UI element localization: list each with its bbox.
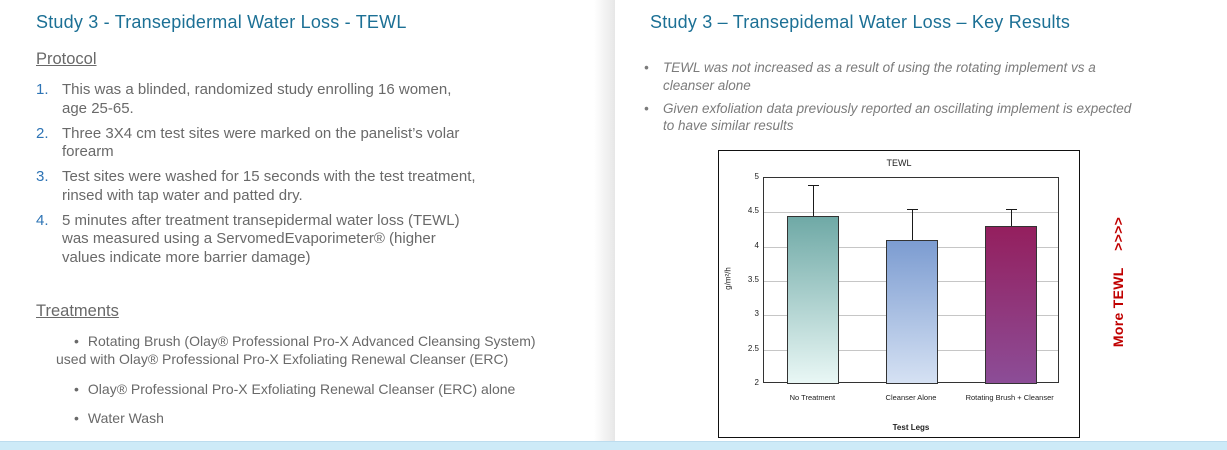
protocol-item-text: Three 3X4 cm test sites were marked on t…	[62, 124, 460, 161]
chart-plot-area	[763, 177, 1059, 384]
key-result-item: • TEWL was not increased as a result of u…	[644, 59, 1199, 95]
treatment-item-text: Olay® Professional Pro-X Exfoliating Ren…	[87, 380, 516, 397]
chart-title: TEWL	[886, 158, 912, 168]
y-axis-tick-label: 5	[754, 172, 759, 181]
bullet-icon: •	[74, 410, 79, 427]
x-axis-title: Test Legs	[892, 423, 930, 432]
treatment-item: • Rotating Brush (Olay® Professional Pro-…	[54, 333, 574, 369]
protocol-item: 2. Three 3X4 cm test sites were marked on…	[36, 125, 581, 163]
protocol-item-number: 3.	[36, 168, 49, 185]
chart-bar	[886, 239, 938, 384]
bullet-icon: •	[74, 332, 79, 349]
y-axis-title: g/m²/h	[723, 267, 733, 290]
key-result-text: TEWL was not increased as a result of us…	[663, 60, 1096, 93]
y-axis-tick-label: 4.5	[747, 206, 759, 216]
left-slide: Study 3 - Transepidermal Water Loss - TE…	[0, 0, 612, 441]
chart-bar	[984, 226, 1037, 384]
bottom-accent-band	[0, 441, 1227, 450]
right-slide-title: Study 3 – Transepidemal Water Loss – Key…	[650, 12, 1071, 32]
key-result-item: • Given exfoliation data previously repor…	[644, 100, 1199, 136]
treatments-list: • Rotating Brush (Olay® Professional Pro-…	[54, 333, 574, 429]
treatment-item-text: Water Wash	[87, 410, 164, 427]
y-axis-tick-label: 3	[754, 309, 759, 319]
error-bar-line	[912, 208, 913, 240]
y-axis-tick-label: 2	[754, 378, 759, 387]
error-bar-line	[1010, 208, 1012, 227]
tewl-bar-chart: TEWL 2 2.5 3 3.5 4 4.5 5 No Treatment Cleanser Al…	[718, 150, 1080, 438]
protocol-list: 1. This was a blinded, randomized study e…	[36, 81, 581, 268]
protocol-item: 3. Test sites were washed for 15 seconds …	[36, 168, 581, 206]
error-bar-line	[813, 184, 815, 216]
key-result-text: Given exfoliation data previously report…	[663, 100, 1132, 134]
treatment-item: • Water Wash	[54, 410, 574, 428]
treatments-heading: Treatments	[36, 301, 119, 320]
treatment-item-text: Rotating Brush (Olay® Professional Pro-X…	[56, 332, 536, 367]
y-axis-tick-label: 3.5	[747, 275, 759, 284]
protocol-heading: Protocol	[36, 50, 97, 68]
error-bar-cap	[808, 184, 820, 186]
chart-bar	[787, 215, 840, 384]
error-bar-cap	[907, 208, 918, 210]
bullet-icon: •	[644, 100, 649, 116]
protocol-item-text: 5 minutes after treatment transepidermal…	[62, 211, 460, 267]
right-slide: Study 3 – Transepidemal Water Loss – Key…	[615, 0, 1227, 441]
error-bar-cap	[1005, 208, 1017, 210]
protocol-item: 4. 5 minutes after treatment transepiderm…	[36, 212, 581, 268]
protocol-item-number: 1.	[36, 81, 49, 98]
protocol-item-number: 2.	[36, 124, 49, 142]
protocol-item-number: 4.	[36, 211, 49, 229]
treatment-item: • Olay® Professional Pro-X Exfoliating Re…	[54, 381, 574, 399]
bullet-icon: •	[74, 380, 79, 397]
y-axis-tick-label: 4	[754, 240, 759, 250]
y-axis-tick-label: 2.5	[747, 343, 759, 353]
key-results-list: • TEWL was not increased as a result of u…	[644, 59, 1199, 135]
category-label: No Treatment	[789, 393, 836, 402]
category-label: Rotating Brush + Cleanser	[965, 393, 1054, 402]
more-tewl-label: More TEWL >>>>	[1110, 216, 1126, 348]
protocol-item-text: This was a blinded, randomized study enr…	[62, 81, 452, 117]
protocol-item: 1. This was a blinded, randomized study e…	[36, 81, 581, 119]
chart-gridline	[764, 212, 1058, 214]
left-slide-title: Study 3 - Transepidermal Water Loss - TE…	[36, 12, 407, 32]
category-label: Cleanser Alone	[885, 393, 937, 402]
bullet-icon: •	[644, 60, 649, 75]
protocol-item-text: Test sites were washed for 15 seconds wi…	[62, 168, 476, 204]
